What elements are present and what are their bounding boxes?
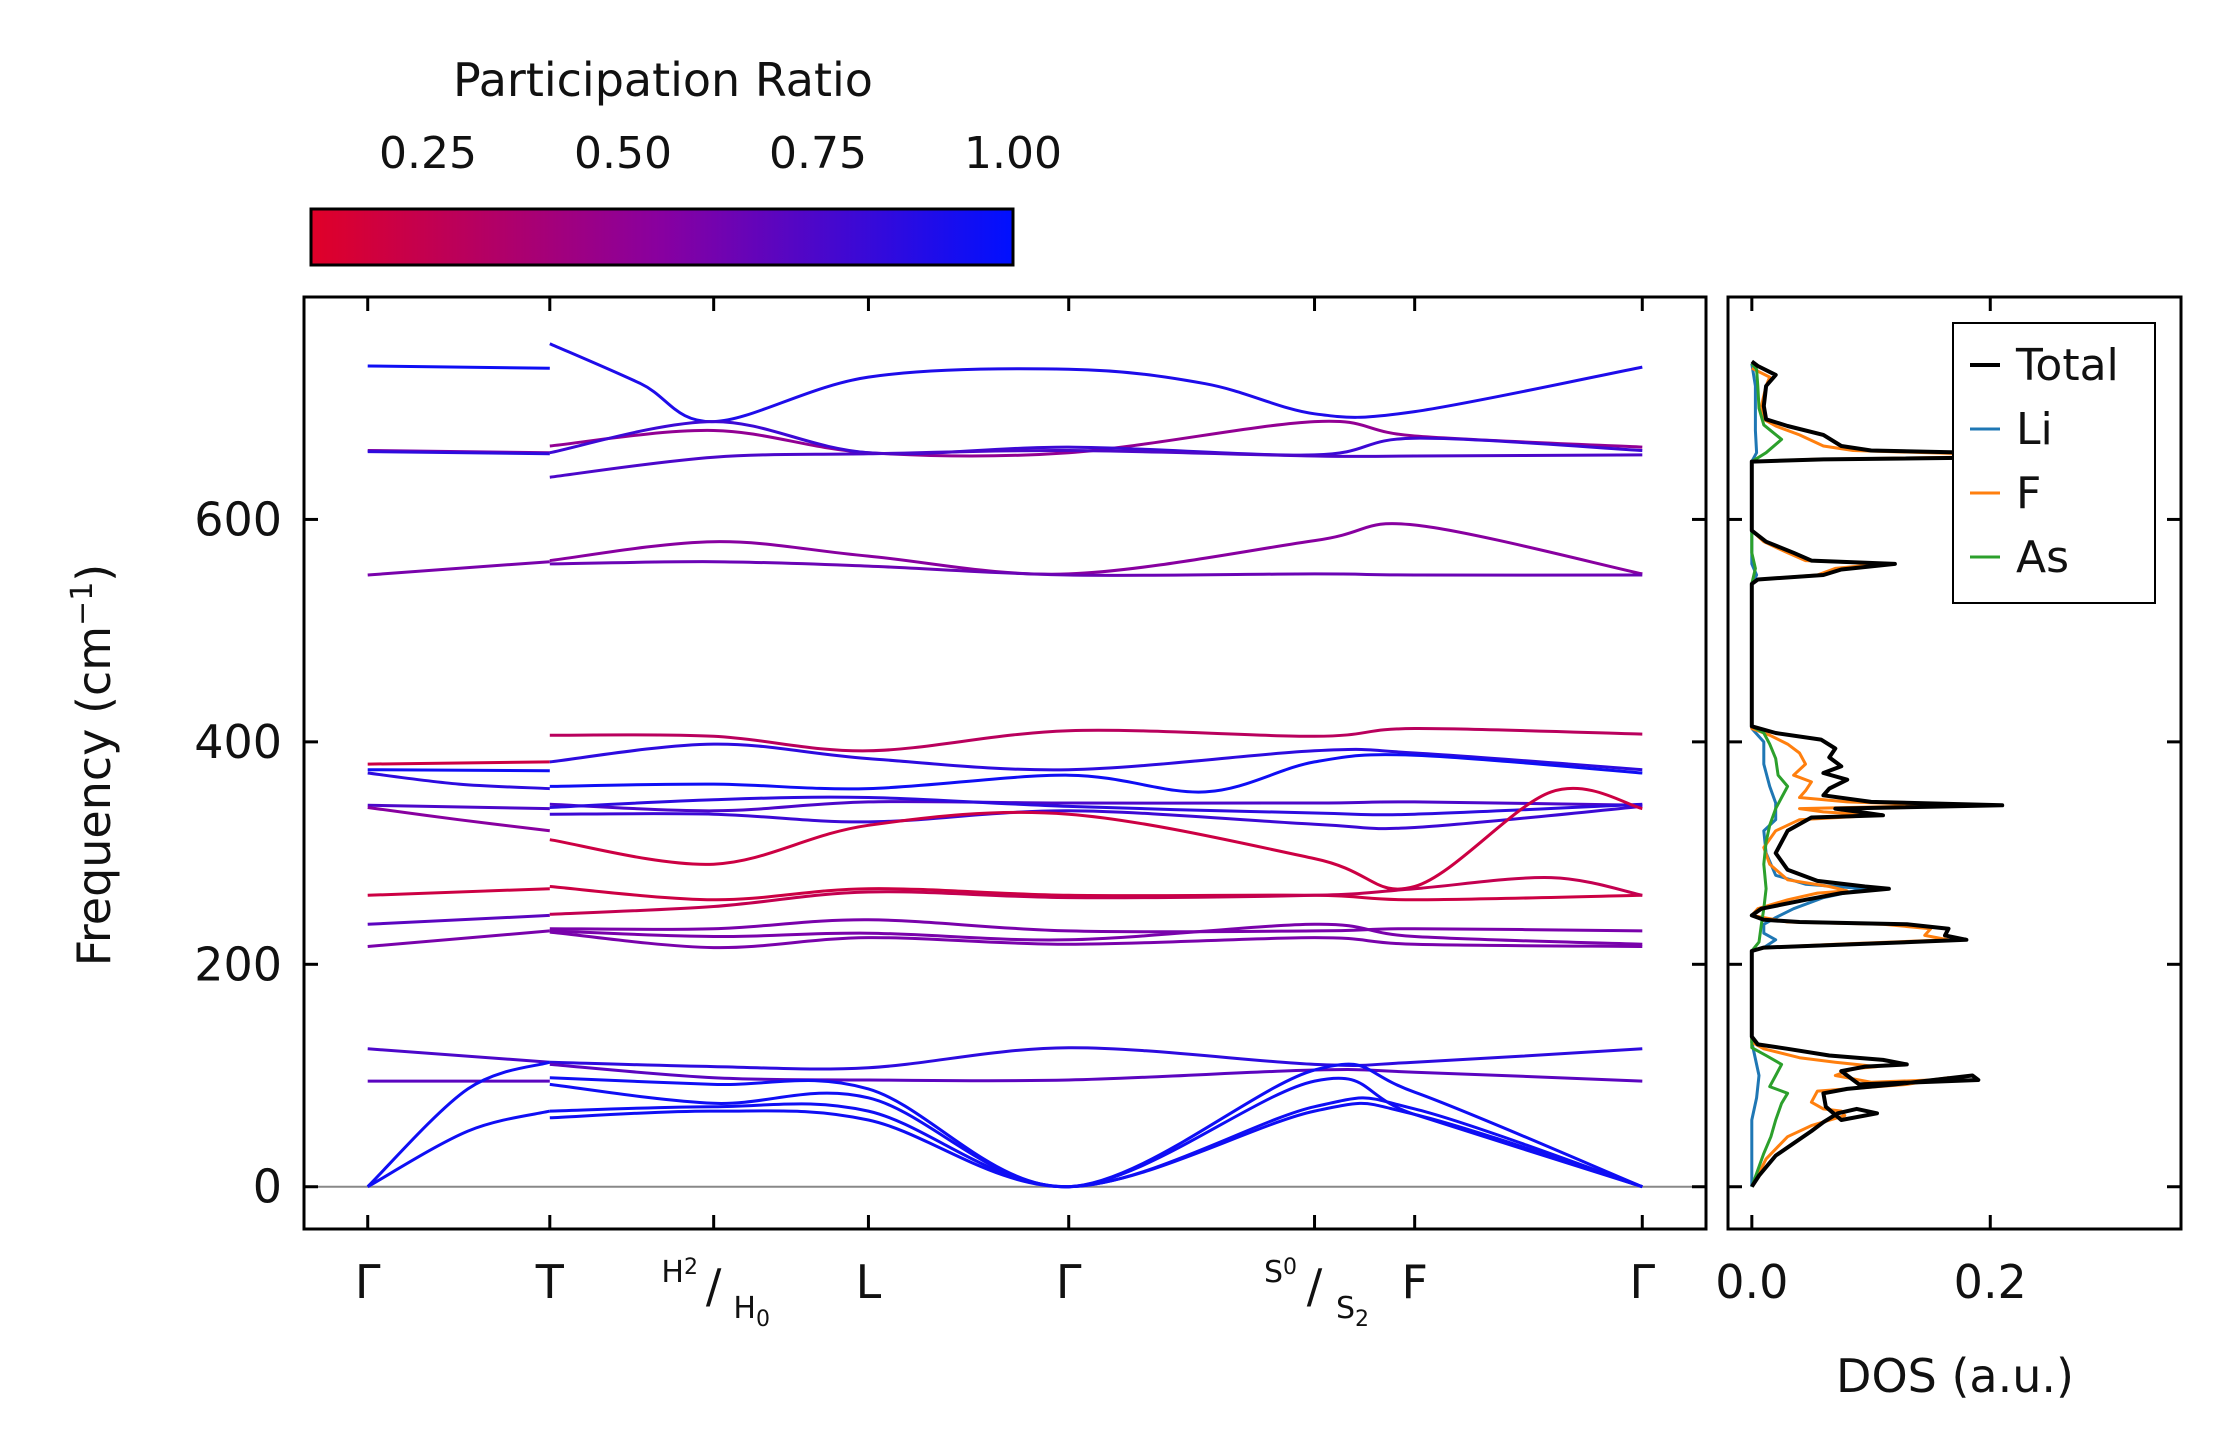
phonon-band — [367, 1047, 550, 1064]
phonon-band — [367, 364, 550, 370]
phonon-band — [367, 760, 550, 766]
colorbar-tick-label: 1.00 — [964, 128, 1062, 179]
phonon-band — [366, 1060, 551, 1188]
frequency-tick-label: 0 — [253, 1160, 282, 1214]
dos-legend: Total Li F As — [1952, 322, 2156, 604]
colorbar-ticks: 0.25 0.50 0.75 1.00 — [379, 128, 1062, 265]
phonon-band — [367, 913, 550, 926]
kpoint-label-lower: S2 — [1336, 1291, 1369, 1332]
legend-label: Li — [2016, 404, 2053, 455]
phonon-band — [549, 726, 1643, 753]
kpoint-label-slash: / — [706, 1259, 722, 1313]
phonon-band — [549, 1046, 1643, 1071]
phonon-band — [549, 742, 1643, 772]
frequency-tick-label: 600 — [194, 492, 282, 546]
kpoint-label: T — [535, 1255, 565, 1309]
phonon-band — [549, 1062, 1643, 1083]
dos-x-tick-label: 0.0 — [1715, 1255, 1788, 1309]
kpoint-label-lower: H0 — [733, 1291, 770, 1332]
phonon-band — [549, 522, 1643, 576]
frequency-tick-label: 200 — [194, 937, 282, 991]
frequency-axis-title-end: ) — [67, 564, 121, 582]
dos-x-ticks: 0.0 0.2 — [1715, 297, 2027, 1309]
phonon-band — [549, 753, 1643, 794]
kpoint-label-slash: / — [1307, 1259, 1323, 1313]
legend-items: Total Li F As — [1970, 340, 2119, 583]
phonon-band — [549, 930, 1643, 950]
phonon-band — [549, 795, 1643, 817]
legend-label: F — [2016, 468, 2041, 519]
phonon-band — [549, 885, 1643, 902]
frequency-axis-title-main: Frequency (cm — [67, 626, 121, 966]
frequency-axis-title-sup: −1 — [65, 582, 100, 626]
band-axes-frame — [302, 295, 1708, 1231]
phonon-band — [367, 929, 550, 948]
phonon-band — [367, 771, 550, 791]
kpoint-label: Γ — [1629, 1255, 1655, 1309]
phonon-band — [549, 1062, 1643, 1189]
phonon-band — [549, 342, 1643, 424]
legend-label: As — [2016, 532, 2069, 583]
kpoint-label-upper: S0 — [1264, 1255, 1297, 1290]
kpoint-label: F — [1401, 1255, 1427, 1309]
kpoint-label: L — [856, 1255, 882, 1309]
kpoint-label-split: S0 / S2 — [1264, 1255, 1369, 1332]
kpoint-label-lower-index: 0 — [756, 1307, 770, 1332]
phonon-band — [549, 786, 1643, 891]
dos-series-line — [1750, 362, 1790, 1188]
kpoint-label: Γ — [355, 1255, 381, 1309]
dos-x-tick-label: 0.2 — [1954, 1255, 2027, 1309]
frequency-tick-label: 400 — [194, 715, 282, 769]
kpoint-label-upper-index: 2 — [684, 1255, 698, 1280]
dos-axes-frame — [1726, 295, 2183, 1231]
kpoint-label-upper-index: 0 — [1283, 1255, 1297, 1280]
phonon-band — [549, 448, 1643, 479]
dos-series-line — [1749, 359, 2124, 1188]
dos-y-ticks — [1728, 517, 2181, 1189]
phonon-band — [549, 876, 1643, 916]
frequency-axis-ticks: 0 200 400 600 — [194, 492, 1706, 1214]
phonon-band — [549, 1101, 1643, 1189]
kpoint-label-lower-index: 2 — [1355, 1307, 1369, 1332]
kpoint-label-split: H2/ H0 — [661, 1255, 770, 1332]
phonon-bands — [366, 342, 1643, 1189]
colorbar-gradient — [309, 207, 1015, 267]
phonon-band — [367, 887, 550, 897]
colorbar-tick-label: 0.50 — [574, 128, 672, 179]
colorbar-tick-label: 0.75 — [769, 128, 867, 179]
phonon-band — [549, 560, 1643, 577]
phonon-band — [367, 803, 550, 811]
phonon-band — [549, 419, 1643, 458]
kpoint-label-upper: H2 — [661, 1255, 698, 1290]
phonon-band — [549, 420, 1643, 457]
dos-curves — [1749, 359, 2124, 1188]
phonon-band — [549, 918, 1643, 934]
kpath-axis-ticks: Γ T H2/H0L Γ S0/S2F Γ — [355, 297, 1655, 1332]
phonon-band — [549, 922, 1643, 946]
kpoint-label: Γ — [1056, 1255, 1082, 1309]
dos-axis-title: DOS (a.u.) — [1836, 1349, 2074, 1403]
colorbar-title: Participation Ratio — [453, 53, 873, 107]
phonon-band — [549, 804, 1643, 831]
phonon-band — [367, 768, 550, 773]
phonon-band — [367, 560, 550, 577]
phonon-band — [549, 800, 1643, 813]
colorbar: Participation Ratio 0.25 0.50 0.75 1.00 — [309, 53, 1062, 267]
legend-label: Total — [2015, 340, 2119, 391]
dos-panel: 0.0 0.2 DOS (a.u.) Total Li F As — [1715, 295, 2183, 1403]
phonon-band — [367, 806, 550, 833]
phonon-band — [367, 450, 550, 456]
phonon-band — [366, 1109, 551, 1189]
colorbar-tick-label: 0.25 — [379, 128, 477, 179]
frequency-axis-title: Frequency (cm−1) — [65, 564, 121, 967]
